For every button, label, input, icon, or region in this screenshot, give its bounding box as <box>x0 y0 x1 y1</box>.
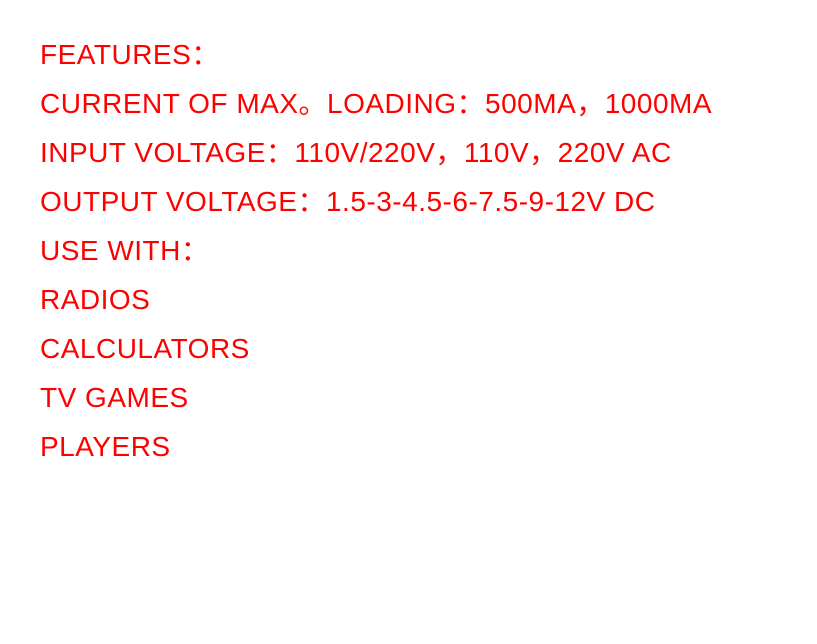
use-with-radios: RADIOS <box>40 275 777 324</box>
use-with-heading: USE WITH： <box>40 226 777 275</box>
spec-text-block: FEATURES： CURRENT OF MAX。LOADING：500MA，1… <box>0 0 817 501</box>
use-with-players: PLAYERS <box>40 422 777 471</box>
input-voltage: INPUT VOLTAGE：110V/220V，110V，220V AC <box>40 128 777 177</box>
current-max-loading: CURRENT OF MAX。LOADING：500MA，1000MA <box>40 79 777 128</box>
use-with-calculators: CALCULATORS <box>40 324 777 373</box>
output-voltage: OUTPUT VOLTAGE：1.5-3-4.5-6-7.5-9-12V DC <box>40 177 777 226</box>
use-with-tv-games: TV GAMES <box>40 373 777 422</box>
features-heading: FEATURES： <box>40 30 777 79</box>
